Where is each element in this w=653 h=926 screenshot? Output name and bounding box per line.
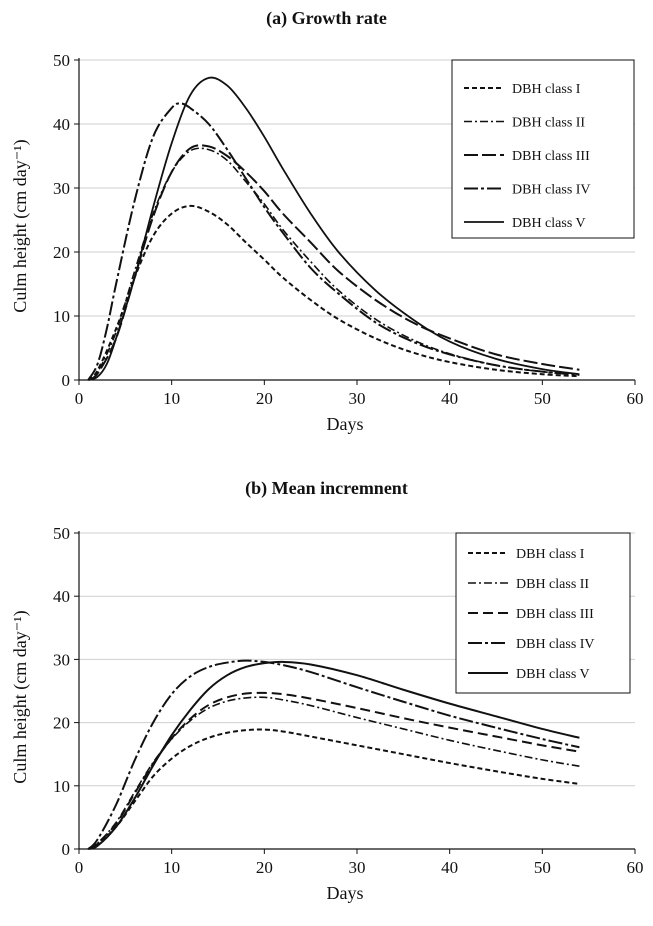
chart-title: (a) Growth rate (266, 8, 387, 28)
x-tick-label: 40 (441, 858, 458, 877)
chart-title: (b) Mean incremnent (245, 478, 408, 498)
y-tick-label: 30 (53, 179, 70, 198)
legend-label: DBH class III (516, 607, 594, 622)
y-tick-label: 50 (53, 51, 70, 70)
series-line-class-5 (87, 76, 580, 381)
chart-panel-b: (b) Mean incremnent 0 10 20 30 40 50 0 10 20 30 40… (0, 470, 653, 926)
legend-label: DBH class V (512, 216, 586, 231)
y-tick-label: 50 (53, 524, 70, 543)
x-tick-label: 40 (441, 389, 458, 408)
y-tick-label: 40 (53, 115, 70, 134)
y-tick-label: 10 (53, 777, 70, 796)
chart-svg-b: 0 10 20 30 40 50 0 10 20 30 40 50 60 Days Culm height … (10, 524, 644, 903)
series-line-class-1 (87, 204, 580, 381)
x-tick-label: 30 (349, 858, 366, 877)
x-tick-label: 10 (163, 389, 180, 408)
series-line-class-4 (87, 659, 580, 850)
chart-panel-a: (a) Growth rate 0 10 20 30 40 50 0 10 20 30 40 50 60… (0, 0, 653, 456)
y-tick-label: 20 (53, 243, 70, 262)
y-axis-title: Culm height (cm day⁻¹) (10, 610, 31, 783)
x-tick-label: 0 (75, 858, 84, 877)
x-tick-label: 50 (534, 858, 551, 877)
y-tick-label: 40 (53, 587, 70, 606)
series-line-class-5 (87, 660, 580, 850)
x-tick-label: 60 (627, 858, 644, 877)
x-tick-label: 20 (256, 389, 273, 408)
legend-label: DBH class IV (512, 183, 591, 198)
x-tick-label: 50 (534, 389, 551, 408)
x-tick-label: 0 (75, 389, 84, 408)
series-line-class-4 (87, 102, 580, 381)
y-tick-label: 0 (62, 371, 71, 390)
x-tick-label: 20 (256, 858, 273, 877)
y-tick-label: 0 (62, 840, 71, 859)
series-line-class-1 (87, 728, 580, 850)
legend-label: DBH class III (512, 149, 590, 164)
x-tick-label: 30 (349, 389, 366, 408)
x-axis-title: Days (327, 414, 364, 434)
legend-label: DBH class IV (516, 637, 595, 652)
legend-label: DBH class II (516, 577, 589, 592)
legend-box (451, 59, 635, 239)
chart-svg-a: 0 10 20 30 40 50 0 10 20 30 40 50 60 Days Culm height … (10, 51, 644, 434)
series-line-class-2 (87, 696, 580, 850)
series-line-class-3 (87, 691, 580, 850)
legend-label: DBH class V (516, 667, 590, 682)
y-tick-label: 20 (53, 714, 70, 733)
y-tick-label: 10 (53, 307, 70, 326)
legend-label: DBH class II (512, 116, 585, 131)
y-tick-label: 30 (53, 650, 70, 669)
legend-label: DBH class I (516, 547, 585, 562)
x-tick-label: 10 (163, 858, 180, 877)
legend-label: DBH class I (512, 82, 581, 97)
x-axis-title: Days (327, 883, 364, 903)
y-axis-title: Culm height (cm day⁻¹) (10, 139, 31, 312)
x-tick-label: 60 (627, 389, 644, 408)
